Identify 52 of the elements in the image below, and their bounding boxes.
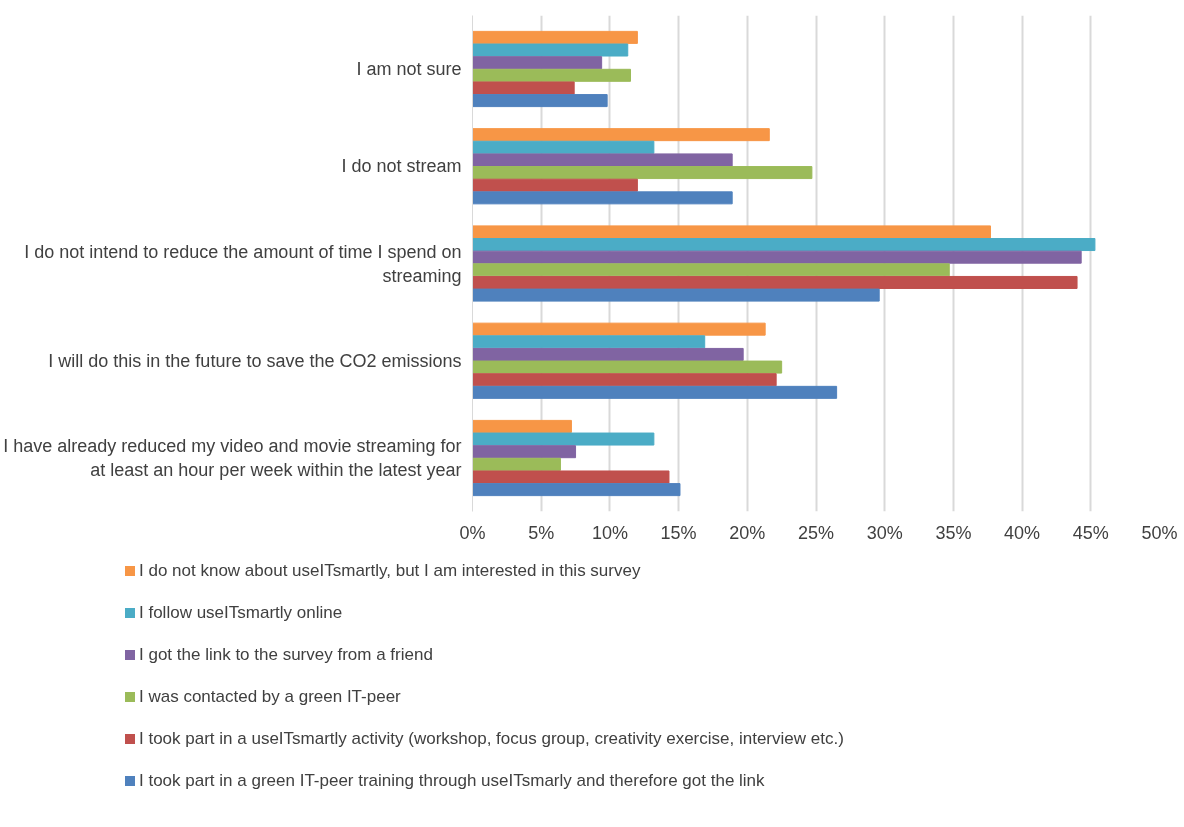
- legend-label: I took part in a useITsmartly activity (workshop, focus group, creativity exercise, interview etc.): [139, 727, 844, 750]
- legend-label: I follow useITsmartly online: [139, 601, 343, 624]
- y-tick-label: I am not sure: [356, 58, 462, 79]
- bar: [472, 275, 1078, 289]
- x-tick-label: 35%: [935, 522, 972, 543]
- x-tick-label: 0%: [459, 522, 486, 543]
- bar: [472, 470, 670, 484]
- bar: [472, 445, 577, 459]
- legend-label: I took part in a green IT-peer training through useITsmarly and therefore got the link: [139, 769, 765, 792]
- bar: [472, 288, 880, 302]
- x-tick-label: 40%: [1004, 522, 1041, 543]
- bar: [472, 30, 638, 44]
- bar: [472, 419, 572, 433]
- bar: [472, 153, 733, 167]
- bar: [472, 263, 950, 277]
- bar: [472, 56, 603, 70]
- bar: [472, 335, 706, 349]
- bar: [472, 178, 638, 192]
- y-tick-label: I will do this in the future to save the CO2 emissions: [48, 350, 462, 371]
- bar: [472, 81, 575, 95]
- legend-label: I got the link to the survey from a friend: [139, 643, 433, 666]
- bar: [472, 68, 632, 82]
- bar: [472, 347, 744, 361]
- bar: [472, 432, 655, 446]
- legend-label: I do not know about useITsmartly, but I am interested in this survey: [139, 559, 641, 582]
- bar: [472, 140, 655, 154]
- bar: [472, 385, 838, 399]
- bar: [472, 225, 991, 239]
- y-tick-label: I have already reduced my video and movie streaming for at least an hour per week within the latest year: [3, 436, 462, 481]
- bar: [472, 322, 766, 336]
- x-tick-label: 10%: [591, 522, 628, 543]
- bar: [472, 250, 1082, 264]
- y-tick-label: I do not intend to reduce the amount of time I spend on streaming: [24, 241, 462, 286]
- bar: [472, 166, 813, 180]
- bar: [472, 360, 783, 374]
- bar: [472, 483, 681, 497]
- x-tick-label: 25%: [797, 522, 835, 543]
- bar: [472, 191, 733, 205]
- bar: [472, 373, 777, 387]
- bar: [472, 128, 770, 142]
- bar: [472, 43, 629, 57]
- x-tick-label: 15%: [660, 522, 697, 543]
- bar: [472, 238, 1096, 252]
- x-tick-label: 45%: [1072, 522, 1109, 543]
- bar: [472, 94, 608, 108]
- bar: [472, 457, 561, 471]
- x-tick-label: 30%: [866, 522, 903, 543]
- legend-label: I was contacted by a green IT-peer: [139, 685, 401, 708]
- x-tick-label: 5%: [528, 522, 555, 543]
- x-tick-label: 20%: [729, 522, 766, 543]
- x-tick-label: 50%: [1141, 522, 1178, 543]
- y-tick-label: I do not stream: [341, 156, 462, 177]
